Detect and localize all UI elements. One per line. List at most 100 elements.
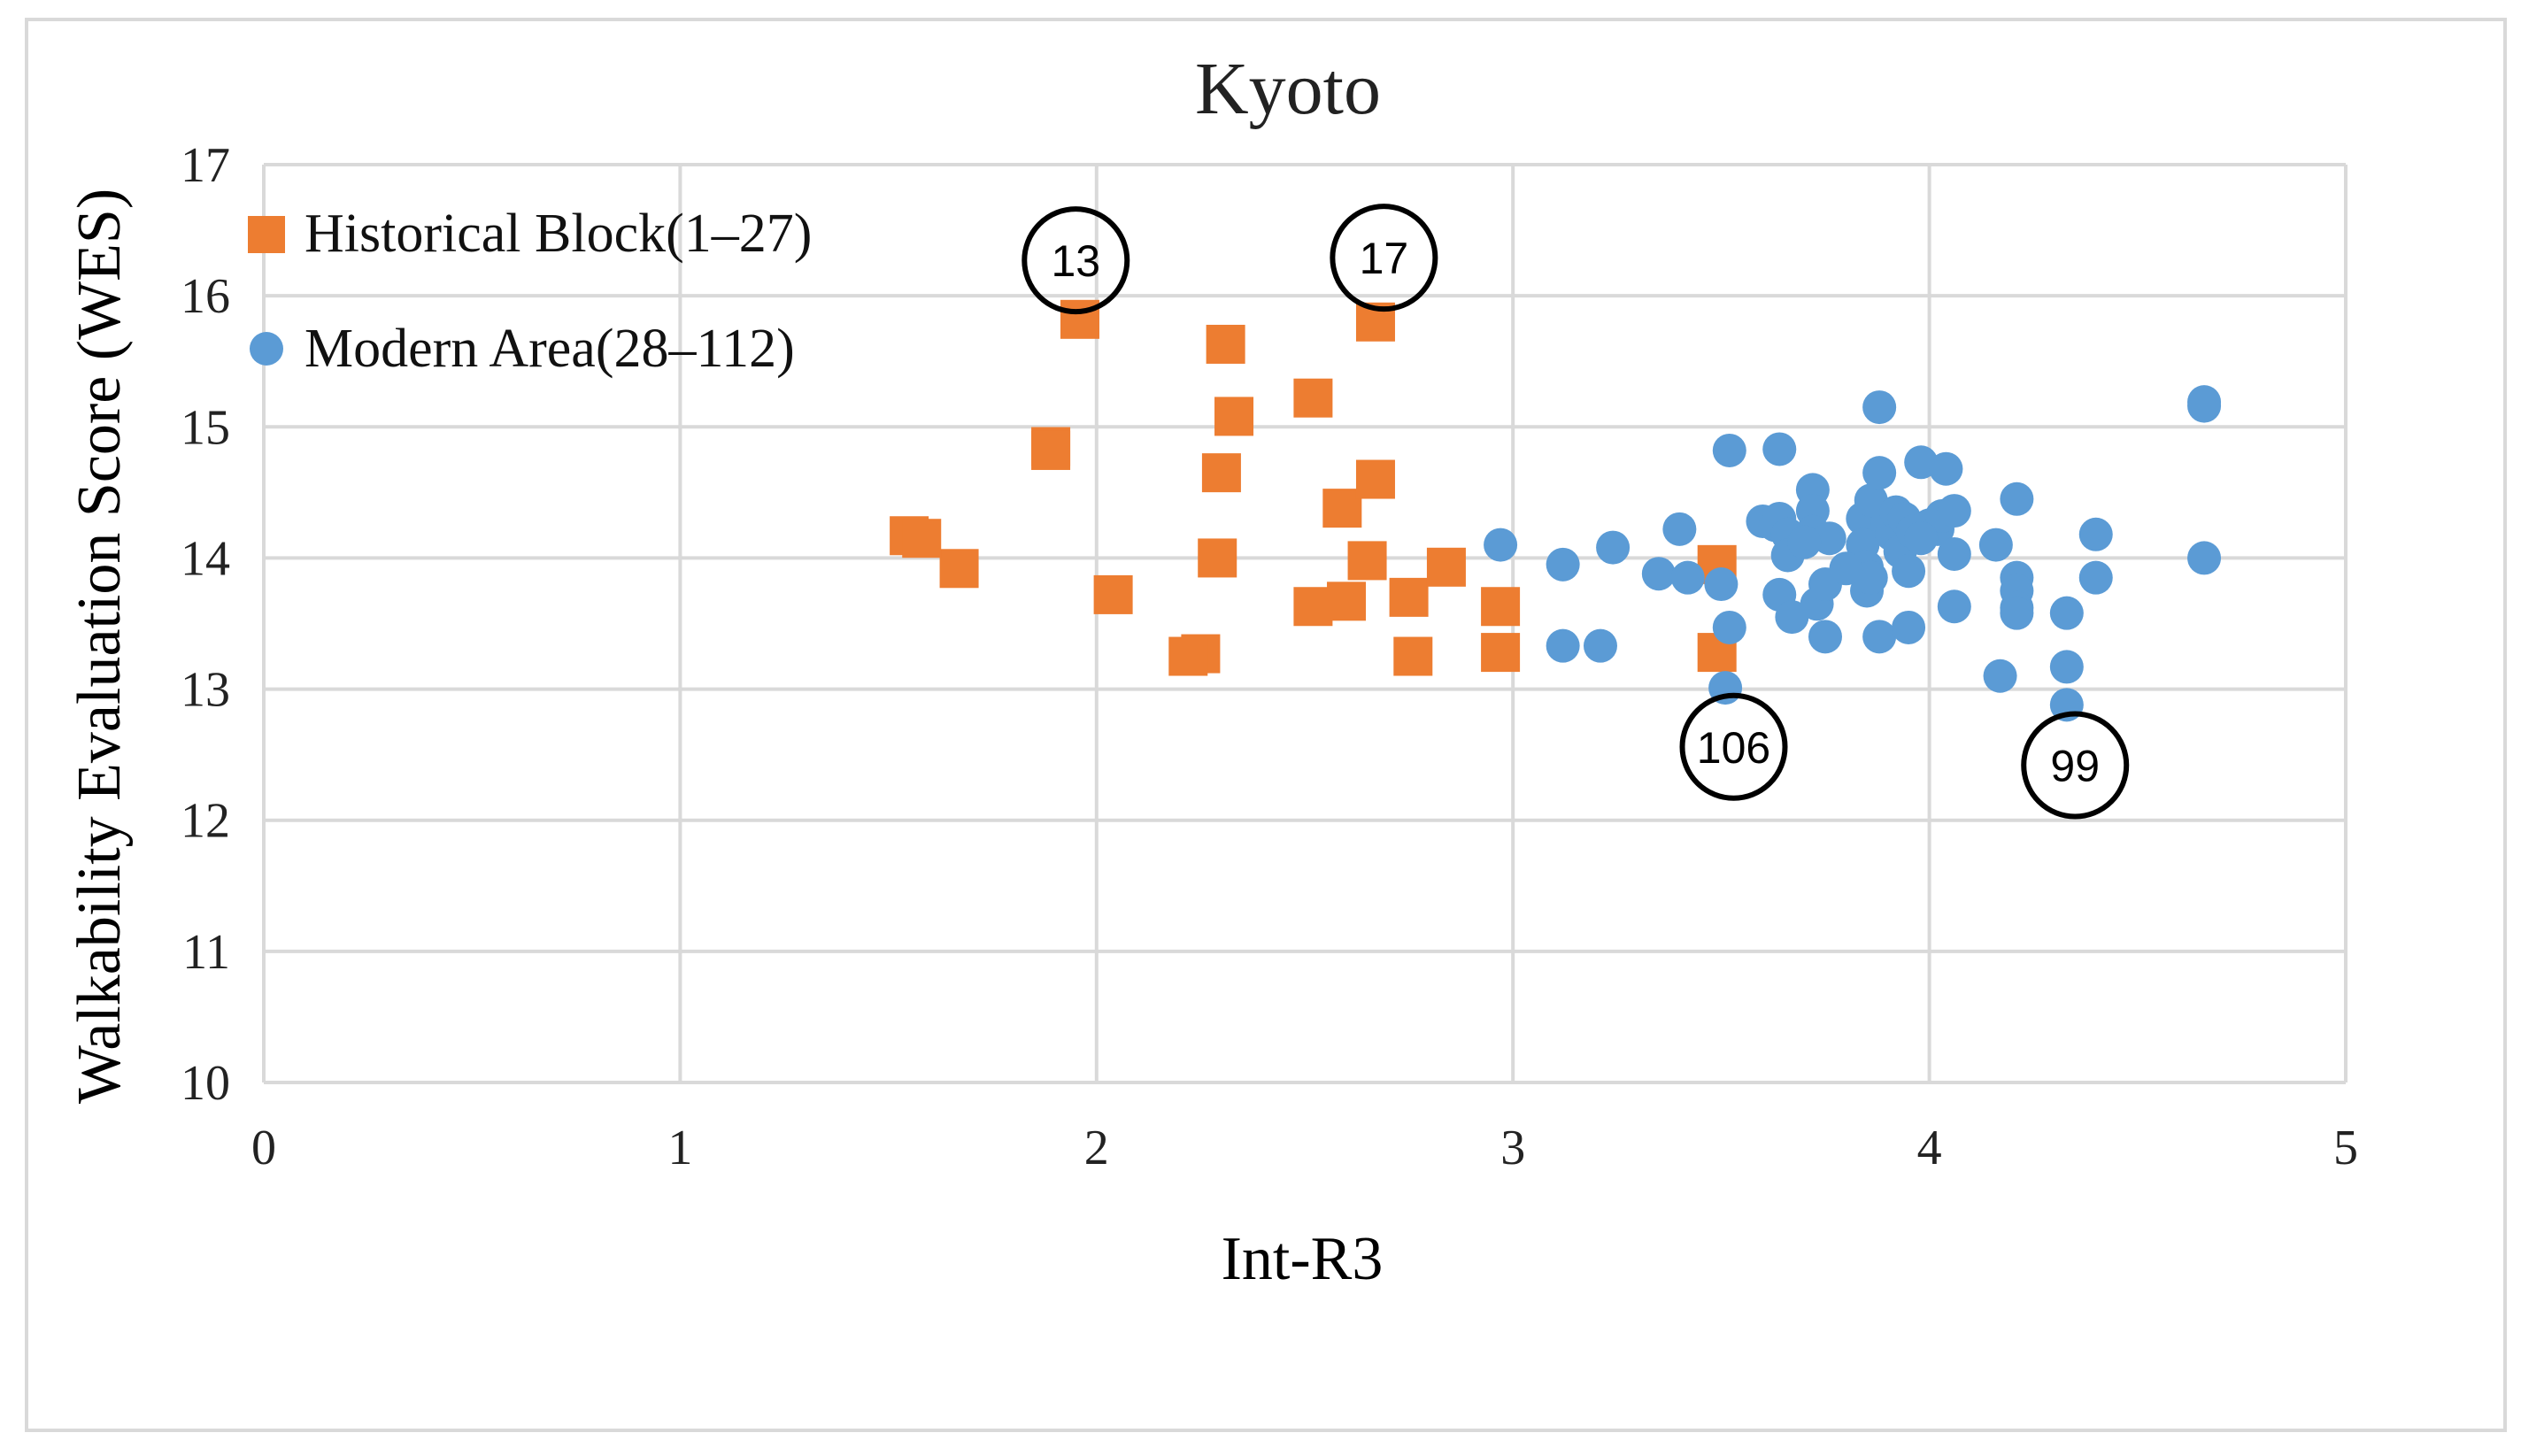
data-point-modern (1662, 512, 1697, 546)
data-point-modern (1712, 610, 1746, 644)
legend-label-modern: Modern Area(28–112) (305, 319, 795, 379)
x-tick-label: 4 (1917, 1121, 1942, 1175)
data-point-modern (1484, 528, 1518, 562)
callout-17: 17 (1330, 204, 1438, 312)
data-point-modern (1937, 589, 1971, 624)
grid-layer (262, 163, 2348, 1084)
data-point-historical (1327, 582, 1367, 621)
series-modern (1484, 385, 2222, 722)
data-point-modern (2078, 517, 2113, 551)
data-point-modern (1546, 547, 1580, 582)
data-point-modern (2000, 596, 2034, 630)
legend-marker-historical (248, 216, 285, 253)
data-point-modern (1862, 620, 1897, 654)
data-point-historical (1481, 633, 1521, 673)
callout-circle (1330, 204, 1438, 312)
data-point-modern (1937, 536, 1971, 571)
data-point-modern (1892, 610, 1926, 644)
data-point-modern (1904, 521, 1939, 556)
chart-frame (25, 18, 2507, 1432)
data-point-modern (2049, 596, 2084, 630)
callout-106: 106 (1679, 692, 1788, 801)
callout-circle (1022, 206, 1130, 315)
y-tick-label: 12 (181, 794, 230, 849)
y-tick-label: 14 (181, 531, 230, 586)
data-point-historical (1389, 577, 1429, 617)
callout-circle (1679, 692, 1788, 801)
data-point-historical (1168, 636, 1208, 676)
x-tick-label: 1 (667, 1121, 692, 1175)
data-point-modern (1978, 528, 2013, 562)
data-point-modern (2049, 650, 2084, 684)
x-axis-title: Int-R3 (1222, 1225, 1384, 1293)
data-point-modern (2187, 541, 2222, 575)
data-point-modern (1829, 551, 1863, 586)
data-point-modern (1937, 494, 1971, 528)
data-point-historical (1198, 538, 1237, 578)
data-point-modern (2187, 389, 2222, 423)
callout-label: 17 (1360, 234, 1409, 283)
callout-13: 13 (1022, 206, 1130, 315)
data-point-historical (1093, 574, 1133, 614)
callout-99: 99 (2021, 711, 2130, 820)
chart-title: Kyoto (1195, 48, 1381, 130)
data-point-modern (1546, 628, 1580, 663)
data-point-modern (2078, 560, 2113, 595)
data-point-modern (1712, 433, 1746, 467)
data-point-modern (1704, 567, 1738, 602)
data-point-modern (1787, 525, 1822, 559)
data-point-historical (939, 549, 979, 589)
data-point-modern (1983, 659, 2017, 693)
y-tick-label: 11 (182, 925, 230, 980)
data-point-historical (1347, 541, 1387, 581)
callout-label: 99 (2050, 741, 2100, 790)
data-point-modern (1812, 521, 1846, 556)
data-point-historical (1426, 547, 1466, 587)
legend: Historical Block(1–27) Modern Area(28–11… (248, 204, 812, 379)
x-tick-label: 0 (251, 1121, 276, 1175)
y-tick-label: 13 (181, 663, 230, 718)
x-tick-label: 3 (1500, 1121, 1525, 1175)
data-point-modern (1808, 620, 1842, 654)
data-point-modern (1854, 483, 1888, 518)
y-axis-title: Walkability Evaluation Score (WES) (66, 189, 134, 1104)
data-point-modern (1762, 432, 1797, 466)
data-point-historical (1481, 587, 1521, 627)
y-tick-label: 10 (181, 1056, 230, 1111)
data-point-historical (1393, 636, 1433, 676)
data-point-historical (1206, 324, 1245, 364)
data-point-modern (1583, 628, 1617, 663)
data-point-modern (1862, 390, 1897, 425)
callout-label: 13 (1051, 236, 1100, 286)
data-point-historical (1293, 378, 1333, 418)
y-tick-label: 16 (181, 269, 230, 324)
x-tick-label: 2 (1084, 1121, 1109, 1175)
y-tick-label: 17 (181, 138, 230, 193)
data-point-modern (1775, 600, 1809, 635)
data-point-historical (902, 519, 942, 559)
x-tick-label: 5 (2333, 1121, 2358, 1175)
data-point-historical (1322, 489, 1362, 528)
y-tick-label: 15 (181, 400, 230, 455)
data-point-modern (2000, 481, 2034, 516)
annotation-layer: 13 17 106 99 (1022, 204, 2130, 820)
data-point-modern (1929, 451, 1963, 486)
data-point-historical (1214, 397, 1254, 436)
data-point-historical (1355, 459, 1395, 499)
series-layer (890, 299, 2222, 722)
data-point-modern (1862, 456, 1897, 490)
callout-label: 106 (1697, 723, 1770, 773)
legend-label-historical: Historical Block(1–27) (305, 204, 812, 264)
data-point-historical (1031, 430, 1071, 470)
data-point-historical (1293, 587, 1333, 627)
callout-circle (2021, 711, 2130, 820)
data-point-modern (1670, 560, 1705, 595)
data-point-historical (1201, 453, 1241, 493)
data-point-modern (1641, 557, 1676, 591)
data-point-modern (1892, 554, 1926, 589)
data-point-modern (1596, 530, 1631, 565)
legend-marker-modern (250, 332, 283, 366)
